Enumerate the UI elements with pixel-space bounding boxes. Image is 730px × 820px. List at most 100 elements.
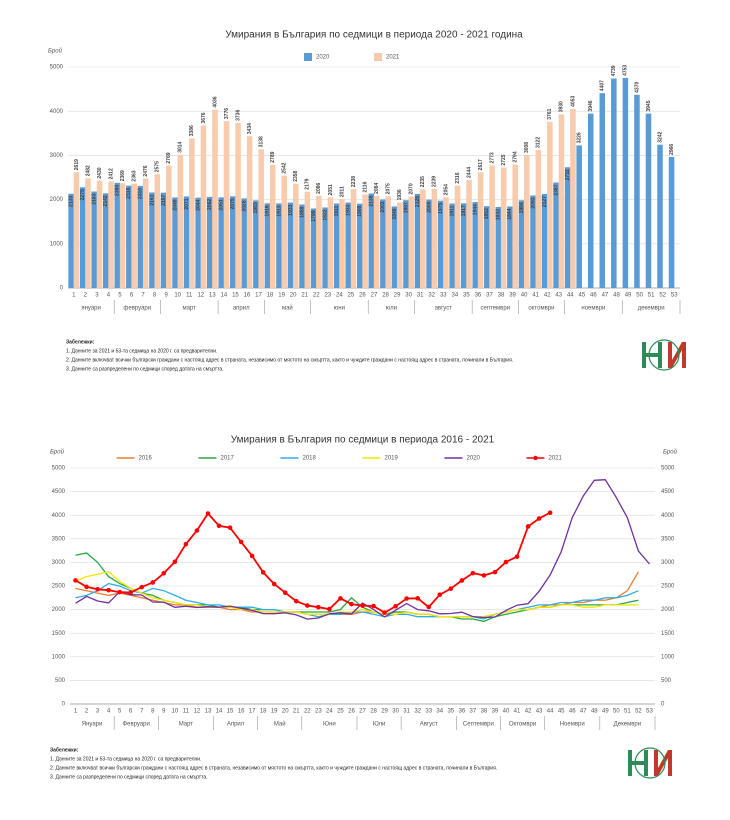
bar — [154, 174, 161, 288]
x-tick-label: 8 — [153, 293, 157, 299]
bar — [437, 200, 444, 288]
point — [128, 590, 134, 595]
data-label: 4053 — [570, 96, 576, 107]
x-tick-label: 10 — [174, 293, 181, 299]
bar — [126, 185, 132, 288]
bar — [183, 196, 190, 288]
y-tick-label: 3500 — [52, 536, 66, 542]
y-tick-label: 4500 — [52, 489, 66, 495]
bar — [362, 194, 368, 288]
legend-label: 2016 — [139, 456, 153, 462]
data-label: 2789 — [270, 151, 276, 162]
bar — [166, 165, 172, 288]
bar — [576, 145, 582, 288]
bar — [195, 197, 201, 288]
bar — [177, 154, 184, 288]
x-tick-label: 43 — [536, 709, 543, 715]
point — [106, 587, 111, 593]
bar — [512, 164, 518, 288]
bar — [668, 156, 675, 288]
legend-label: 2018 — [303, 456, 317, 462]
data-label: 1987 — [403, 202, 409, 213]
point — [481, 573, 487, 578]
point — [150, 580, 156, 585]
y-tick-label: 500 — [55, 678, 66, 684]
x-tick-label: 52 — [635, 709, 642, 715]
bar — [200, 125, 207, 288]
y-axis-label: Брой — [48, 48, 63, 55]
data-label: 3930 — [559, 101, 565, 112]
month-label: Октомври — [509, 722, 536, 728]
y2-tick-label: 2500 — [661, 584, 675, 590]
x-tick-label: 4 — [107, 709, 111, 715]
y-tick-label: 0 — [62, 702, 66, 708]
data-label: 1911 — [450, 205, 456, 216]
bar — [149, 192, 155, 288]
data-label: 2075 — [230, 198, 236, 209]
bar — [345, 202, 352, 288]
x-tick-label: 52 — [659, 293, 666, 299]
bar — [293, 183, 299, 288]
x-tick-label: 10 — [172, 709, 179, 715]
month-label: Март — [179, 722, 194, 728]
data-label: 4370 — [634, 82, 640, 93]
point — [271, 581, 277, 587]
x-tick-label: 9 — [164, 293, 168, 299]
data-label: 2179 — [305, 178, 311, 189]
data-label: 2358 — [293, 170, 299, 181]
legend-marker — [533, 455, 538, 461]
point — [205, 511, 211, 516]
bar — [484, 206, 490, 288]
data-label: 2316 — [455, 172, 461, 183]
x-tick-label: 47 — [602, 293, 609, 299]
x-tick-label: 48 — [591, 709, 598, 715]
data-label: 2235 — [420, 176, 426, 187]
data-label: 2051 — [328, 184, 334, 195]
x-tick-label: 21 — [293, 709, 300, 715]
bar — [391, 206, 398, 288]
x-tick-label: 1 — [72, 293, 76, 299]
bar — [454, 185, 461, 288]
data-label: 2011 — [339, 186, 345, 197]
bar — [218, 197, 225, 288]
y-tick-label: 5000 — [50, 65, 64, 71]
data-label: 2732 — [565, 169, 571, 180]
y2-axis-label: Брой — [663, 449, 678, 456]
point — [238, 539, 244, 545]
y2-tick-label: 0 — [661, 702, 665, 708]
bar — [102, 193, 109, 288]
month-label: Юли — [373, 722, 386, 728]
x-tick-label: 40 — [521, 293, 528, 299]
note: 3. Данните са разпределени по седмици сп… — [66, 366, 224, 372]
data-label: 2239 — [432, 176, 438, 187]
data-label: 2444 — [466, 167, 472, 178]
bar — [443, 197, 449, 288]
x-tick-label: 6 — [130, 293, 134, 299]
point — [293, 598, 299, 604]
bar — [564, 167, 571, 288]
data-label: 1936 — [397, 189, 403, 200]
point — [183, 541, 189, 547]
data-label: 2044 — [195, 199, 201, 210]
data-label: 2575 — [155, 161, 161, 172]
month-label: юни — [334, 306, 345, 312]
data-label: 2051 — [219, 199, 225, 210]
bar — [396, 202, 403, 288]
data-label: 2769 — [166, 152, 172, 163]
bar — [611, 78, 617, 289]
bar — [634, 94, 640, 288]
x-tick-label: 18 — [267, 293, 274, 299]
x-tick-label: 1 — [74, 709, 78, 715]
bar — [500, 167, 507, 288]
x-tick-label: 16 — [244, 293, 251, 299]
point — [338, 596, 343, 601]
month-label: октомври — [528, 306, 554, 312]
data-label: 2093 — [530, 197, 536, 208]
y2-tick-label: 3500 — [661, 536, 675, 542]
x-tick-label: 15 — [232, 293, 239, 299]
bar — [570, 108, 576, 289]
bar — [114, 182, 121, 288]
bar — [85, 178, 91, 288]
point — [492, 569, 498, 575]
data-label: 3945 — [646, 100, 652, 111]
